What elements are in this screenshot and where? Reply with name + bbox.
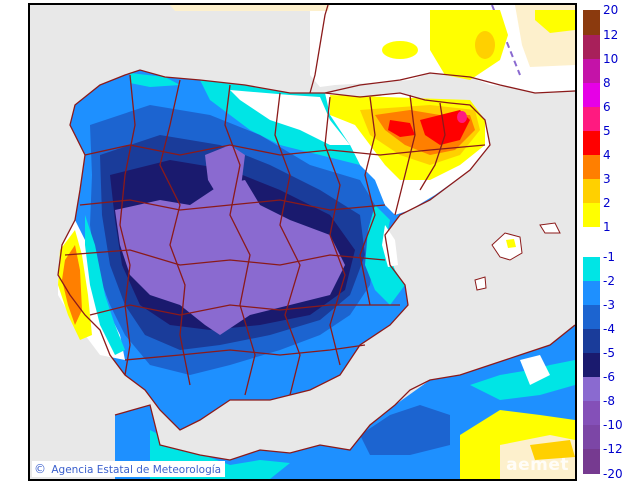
legend-swatch	[583, 107, 600, 131]
legend-label: -20	[603, 467, 623, 481]
legend-label: -1	[603, 250, 615, 264]
color-legend: 20 12 10 8 6 5 4 3 2 1 -1 -2 -3 -4 -5 -6…	[583, 4, 630, 481]
legend-label: -6	[603, 370, 615, 384]
legend-swatch	[583, 257, 600, 281]
temperature-map[interactable]	[30, 5, 575, 479]
legend-swatch	[583, 305, 600, 329]
legend-swatch	[583, 155, 600, 179]
legend-label: -3	[603, 298, 615, 312]
legend-swatch	[583, 377, 600, 401]
legend-label: -4	[603, 322, 615, 336]
legend-label: 3	[603, 172, 611, 186]
legend-label: 5	[603, 124, 611, 138]
legend-label: 1	[603, 220, 611, 234]
legend-label: -12	[603, 442, 623, 456]
legend-swatch	[583, 131, 600, 155]
legend-swatch	[583, 83, 600, 107]
legend-swatch	[583, 203, 600, 227]
legend-label: 8	[603, 76, 611, 90]
legend-swatch	[583, 179, 600, 203]
legend-label: 2	[603, 196, 611, 210]
legend-swatch	[583, 281, 600, 305]
copyright-icon: ©	[34, 462, 46, 476]
legend-label: -8	[603, 394, 615, 408]
legend-swatch	[583, 425, 600, 449]
legend-swatch	[583, 10, 600, 35]
legend-label: 12	[603, 28, 619, 42]
legend-swatch	[583, 329, 600, 353]
legend-label: 6	[603, 100, 611, 114]
legend-label: -5	[603, 346, 615, 360]
legend-label: 10	[603, 52, 619, 66]
legend-swatch	[583, 401, 600, 425]
legend-label: 4	[603, 148, 611, 162]
legend-swatch	[583, 35, 600, 59]
legend-swatch	[583, 353, 600, 377]
legend-label: -10	[603, 418, 623, 432]
aemet-watermark: aemet	[506, 455, 569, 475]
legend-label: 20	[603, 3, 619, 17]
attribution-text: Agencia Estatal de Meteorología	[51, 464, 222, 476]
legend-label: -2	[603, 274, 615, 288]
attribution: © Agencia Estatal de Meteorología	[32, 461, 226, 477]
legend-swatch	[583, 59, 600, 83]
legend-swatch	[583, 449, 600, 474]
map-frame: © Agencia Estatal de Meteorología aemet	[28, 3, 577, 481]
